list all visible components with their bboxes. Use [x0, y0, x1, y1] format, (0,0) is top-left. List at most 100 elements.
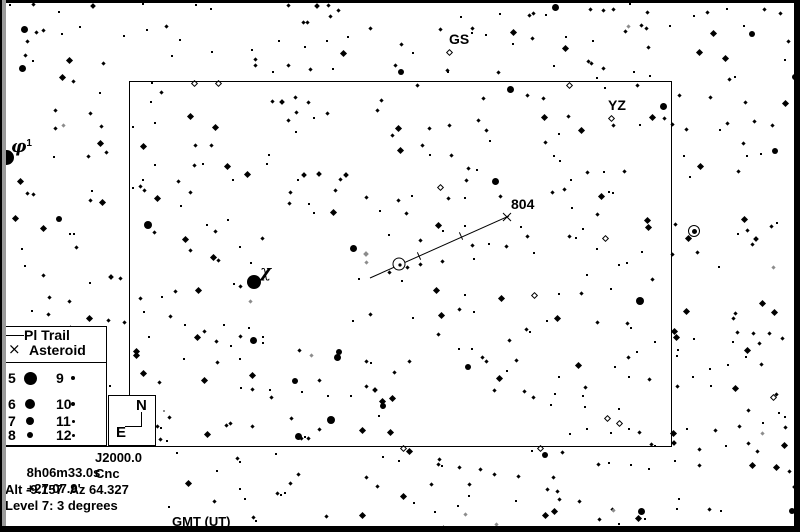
star	[58, 11, 60, 13]
compass-east-label: E	[116, 424, 127, 441]
star	[515, 500, 517, 502]
star	[206, 224, 208, 226]
star	[327, 416, 335, 424]
star	[61, 33, 63, 35]
star	[457, 505, 459, 507]
star	[148, 336, 150, 338]
magnitude-dot	[25, 399, 35, 409]
status-area: 8h06m33.0s J2000.0 +27 07.9' Cnc Alt -9.…	[0, 447, 360, 532]
star	[184, 324, 186, 326]
magnitude-dot	[71, 419, 75, 423]
star	[784, 416, 786, 418]
star	[20, 25, 28, 33]
star	[709, 368, 711, 370]
star	[506, 370, 508, 372]
magnitude-dot	[71, 402, 75, 406]
compass-box: N E	[108, 395, 156, 446]
star	[233, 283, 235, 285]
star	[304, 436, 306, 438]
star	[304, 46, 306, 48]
dec-value: +27 07.9'	[26, 481, 81, 496]
compass-arm-horizontal	[125, 426, 142, 427]
star	[248, 327, 250, 329]
star	[553, 65, 555, 67]
star	[533, 252, 535, 254]
star	[144, 221, 152, 229]
star	[327, 395, 329, 397]
magnitude-value: 6	[8, 396, 16, 412]
star	[262, 336, 264, 338]
star	[586, 428, 588, 430]
star	[442, 230, 444, 232]
star	[772, 148, 778, 154]
star	[719, 129, 721, 131]
star	[146, 29, 148, 31]
star	[641, 251, 643, 253]
star	[582, 228, 584, 230]
magnitude-value: 7	[8, 413, 16, 429]
star	[584, 406, 586, 408]
status-divider-line	[0, 446, 129, 447]
star	[677, 349, 679, 351]
star	[648, 468, 650, 470]
star	[569, 433, 571, 435]
star	[762, 422, 764, 424]
legend-separator	[4, 362, 106, 363]
compass-arm-vertical	[141, 412, 142, 427]
star	[18, 64, 26, 72]
star	[683, 155, 685, 157]
window-border-top	[0, 0, 800, 3]
star	[255, 520, 257, 522]
star	[294, 432, 302, 440]
star	[183, 358, 185, 360]
magnitude-dot	[23, 371, 37, 385]
star	[69, 233, 71, 235]
star	[636, 297, 644, 305]
planet-trail-line-icon	[4, 335, 24, 336]
star	[464, 197, 466, 199]
magnitude-value: 8	[8, 427, 16, 443]
star	[249, 336, 257, 344]
star	[618, 264, 620, 266]
asteroid-cross-marker	[502, 212, 512, 222]
star	[297, 179, 299, 181]
star	[109, 385, 111, 387]
star	[778, 412, 780, 414]
star	[628, 428, 630, 430]
star	[132, 187, 134, 189]
star	[250, 262, 252, 264]
star	[637, 507, 645, 515]
star	[268, 154, 270, 156]
star	[676, 508, 678, 510]
star	[460, 16, 462, 18]
star	[350, 395, 352, 397]
star	[160, 427, 162, 429]
star	[512, 43, 514, 45]
star	[24, 265, 26, 267]
star	[473, 311, 475, 313]
star	[489, 140, 491, 142]
star	[784, 59, 786, 61]
star	[644, 518, 646, 520]
star	[53, 156, 55, 158]
star	[727, 364, 729, 366]
star	[411, 195, 413, 197]
star	[413, 502, 415, 504]
star	[168, 506, 170, 508]
star	[499, 13, 501, 15]
star	[227, 219, 229, 221]
star	[743, 25, 745, 27]
star	[308, 203, 310, 205]
star	[776, 222, 778, 224]
star	[123, 35, 125, 37]
star	[347, 36, 349, 38]
star	[216, 470, 218, 472]
star	[333, 353, 341, 361]
star	[633, 71, 635, 73]
star	[161, 296, 163, 298]
star	[571, 207, 573, 209]
star	[278, 40, 280, 42]
star	[554, 393, 556, 395]
star	[313, 212, 315, 214]
